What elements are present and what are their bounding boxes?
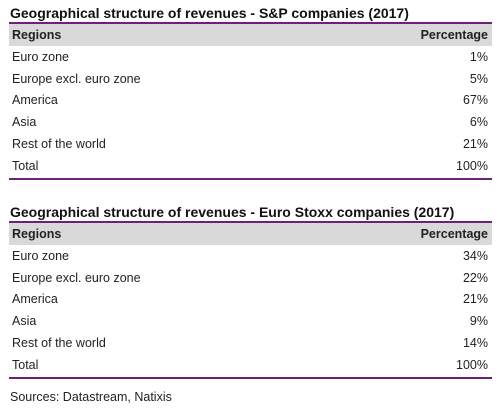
row-percentage: 34% [462,248,488,263]
row-percentage: 9% [469,314,488,329]
row-region: Europe excl. euro zone [12,270,141,285]
table-row: Asia 9% [9,310,492,332]
header-regions: Regions [12,227,62,241]
table-header: Regions Percentage [9,223,492,245]
top-rule [9,22,492,24]
row-region: Total [12,357,39,372]
header-percentage: Percentage [420,28,488,42]
source-note: Sources: Datastream, Natixis [10,390,172,404]
row-percentage: 21% [462,292,488,307]
row-region: America [12,93,58,108]
table-row: Euro zone 34% [9,245,492,267]
row-region: America [12,292,58,307]
table-row: Europe excl. euro zone 5% [9,68,492,90]
row-region: Euro zone [12,49,69,64]
header-regions: Regions [12,28,62,42]
header-percentage: Percentage [420,227,488,241]
row-percentage: 1% [469,49,488,64]
table-title: Geographical structure of revenues - Eur… [10,204,455,220]
row-percentage: 67% [462,93,488,108]
row-region: Asia [12,115,37,130]
row-region: Asia [12,314,37,329]
sp-revenue-table: Geographical structure of revenues - S&P… [9,4,492,180]
row-percentage: 100% [456,158,488,173]
row-percentage: 100% [456,357,488,372]
row-region: Total [12,158,39,173]
row-percentage: 22% [462,270,488,285]
row-percentage: 14% [462,336,488,351]
top-rule [9,221,492,223]
table-title: Geographical structure of revenues - S&P… [10,5,409,21]
euro-stoxx-revenue-table: Geographical structure of revenues - Eur… [9,203,492,379]
bottom-rule [9,177,492,180]
row-region: Rest of the world [12,336,106,351]
row-percentage: 21% [462,137,488,152]
row-percentage: 6% [469,115,488,130]
row-percentage: 5% [469,71,488,86]
table-header: Regions Percentage [9,24,492,46]
table-row: Rest of the world 14% [9,332,492,354]
table-row: America 21% [9,289,492,311]
table-row: Rest of the world 21% [9,133,492,155]
row-region: Rest of the world [12,137,106,152]
table-row: Asia 6% [9,111,492,133]
row-region: Europe excl. euro zone [12,71,141,86]
bottom-rule [9,376,492,379]
table-row: America 67% [9,90,492,112]
table-row-total: Total 100% [9,155,492,177]
row-region: Euro zone [12,248,69,263]
table-row: Euro zone 1% [9,46,492,68]
table-row-total: Total 100% [9,354,492,376]
table-row: Europe excl. euro zone 22% [9,267,492,289]
